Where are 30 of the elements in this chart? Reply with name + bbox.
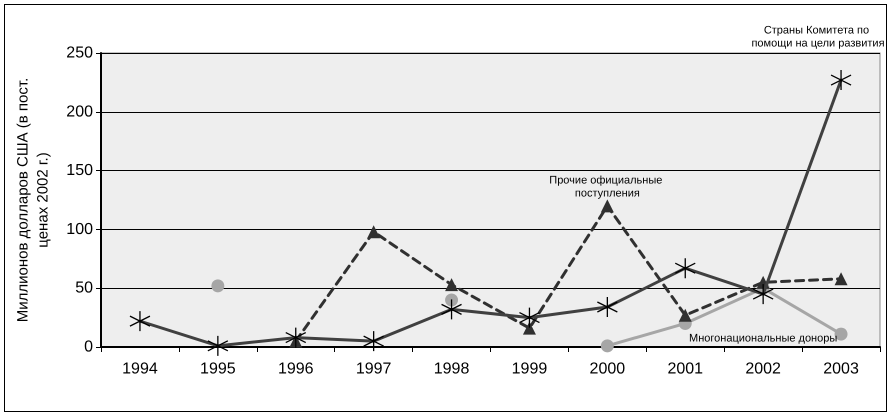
- annotation: Многонациональные доноры: [689, 332, 838, 344]
- x-tick-label: 2003: [823, 360, 859, 378]
- y-tick-label: 200: [66, 103, 94, 120]
- y-tick-label: 50: [75, 280, 94, 297]
- point: [522, 322, 536, 335]
- y-axis-title: Миллионов долларов США (в пост. ценах 2002 г.): [14, 78, 52, 322]
- x-tick-label: 1996: [278, 360, 314, 378]
- x-tick-label: 2000: [590, 360, 626, 378]
- y-tick-label: 150: [66, 162, 94, 180]
- y-tick-label: 0: [84, 338, 94, 356]
- point: [678, 308, 692, 322]
- point: [445, 293, 458, 306]
- x-tick-label: 1999: [512, 360, 548, 378]
- point: [211, 279, 224, 292]
- x-tick-label: 1997: [356, 360, 392, 378]
- point: [600, 199, 614, 212]
- point: [367, 225, 380, 238]
- point: [834, 272, 848, 286]
- y-tick-label: 100: [66, 220, 94, 238]
- x-tick-label: 1998: [434, 360, 470, 378]
- annotation: Прочие официальные поступления: [549, 174, 666, 200]
- x-tick-label: 1995: [200, 360, 236, 378]
- point: [834, 328, 848, 341]
- point: [445, 278, 458, 292]
- point: [600, 339, 614, 352]
- x-tick-label: 2001: [667, 360, 704, 378]
- x-tick-label: 1994: [122, 360, 158, 378]
- annotation: Страны Комитета по помощи на цели развития: [751, 24, 885, 50]
- x-tick-label: 2002: [745, 360, 782, 378]
- y-tick-label: 250: [66, 44, 94, 62]
